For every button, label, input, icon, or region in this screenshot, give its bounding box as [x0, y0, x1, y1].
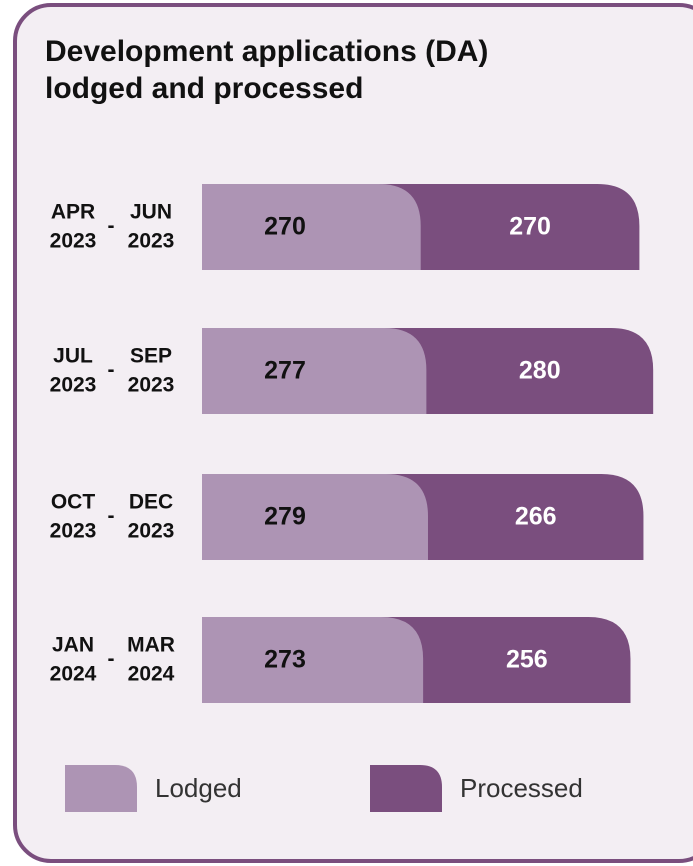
chart-title: Development applications (DA) [45, 35, 488, 68]
category-label: 2023 [128, 230, 175, 253]
bar-segment [202, 328, 427, 414]
chart-title: lodged and processed [45, 72, 363, 105]
value-label: 266 [515, 503, 557, 531]
bar-segment [378, 184, 640, 270]
value-label: 277 [264, 357, 306, 385]
range-separator: - [108, 215, 115, 238]
category-label: 2023 [50, 520, 97, 543]
value-label: 280 [519, 357, 561, 385]
bar-segment [385, 474, 644, 560]
category-label: 2023 [128, 520, 175, 543]
legend-swatch [370, 765, 442, 812]
category-label: 2023 [50, 374, 97, 397]
bar-segment [381, 617, 631, 703]
legend-swatch [65, 765, 137, 812]
category-label: DEC [129, 491, 173, 514]
bar-segment [202, 617, 424, 703]
card [13, 3, 693, 863]
value-label: 270 [264, 213, 306, 241]
category-label: 2024 [50, 663, 97, 686]
bar-segment [202, 474, 428, 560]
category-label: OCT [51, 491, 96, 514]
legend-label: Processed [460, 773, 583, 803]
legend-label: Lodged [155, 773, 242, 803]
value-label: 279 [264, 503, 306, 531]
category-label: JAN [52, 634, 94, 657]
category-label: MAR [127, 634, 175, 657]
range-separator: - [108, 359, 115, 382]
category-label: 2024 [128, 663, 175, 686]
category-label: 2023 [50, 230, 97, 253]
range-separator: - [108, 648, 115, 671]
value-label: 270 [509, 213, 551, 241]
category-label: JUL [53, 345, 93, 368]
category-label: 2023 [128, 374, 175, 397]
category-label: JUN [130, 201, 172, 224]
bar-segment [202, 184, 421, 270]
range-separator: - [108, 505, 115, 528]
value-label: 273 [264, 646, 306, 674]
category-label: APR [51, 201, 95, 224]
category-label: SEP [130, 345, 172, 368]
value-label: 256 [506, 646, 548, 674]
bar-segment [384, 328, 654, 414]
